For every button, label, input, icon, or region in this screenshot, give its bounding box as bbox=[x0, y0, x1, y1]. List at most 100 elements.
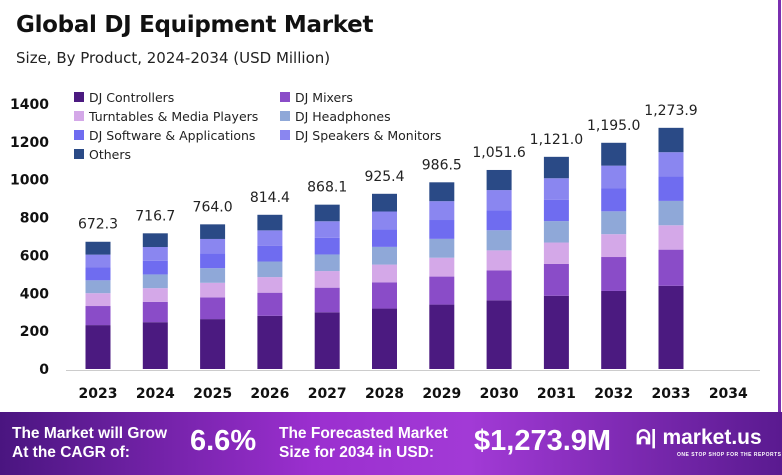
bar-segment bbox=[85, 280, 111, 294]
data-label: 925.4 bbox=[364, 169, 404, 185]
data-label: 1,195.0 bbox=[587, 118, 640, 134]
bar-segment bbox=[543, 242, 569, 264]
cagr-label-1: The Market will Grow bbox=[12, 425, 168, 442]
bar-segment bbox=[200, 268, 226, 283]
bar-segment bbox=[601, 188, 627, 212]
bar-segment bbox=[314, 204, 340, 222]
legend-label: Others bbox=[89, 146, 132, 162]
bar-segment bbox=[257, 315, 283, 369]
data-label: 672.3 bbox=[78, 217, 118, 233]
data-label: 814.4 bbox=[250, 190, 290, 206]
bar-segment bbox=[314, 221, 340, 238]
bar-segment bbox=[658, 152, 684, 177]
chart-subtitle: Size, By Product, 2024-2034 (USD Million… bbox=[16, 49, 331, 67]
bar-segment bbox=[200, 282, 226, 298]
x-tick-label: 2026 bbox=[250, 386, 289, 402]
bar-segment bbox=[257, 230, 283, 246]
bar-segment bbox=[429, 182, 455, 202]
bar-segment bbox=[429, 276, 455, 305]
bar-segment bbox=[314, 287, 340, 313]
bar-segment bbox=[142, 301, 168, 323]
bar-segment bbox=[658, 225, 684, 250]
bar-segment bbox=[200, 319, 226, 369]
bar-segment bbox=[372, 193, 397, 212]
chart-plot: 0 200 400 600 800 1000 1200 1400 2023 672.3 2024 71… bbox=[10, 97, 760, 402]
bar-segment bbox=[200, 253, 226, 269]
bar-segment bbox=[429, 238, 455, 258]
legend-swatch bbox=[74, 92, 84, 102]
x-tick-label: 2028 bbox=[365, 386, 404, 402]
bar-segment bbox=[142, 247, 168, 261]
chart-title: Global DJ Equipment Market bbox=[16, 12, 374, 38]
summary-banner: The Market will Grow At the CAGR of: 6.6… bbox=[0, 412, 782, 475]
bar-segment bbox=[486, 210, 512, 231]
bar-segment bbox=[543, 199, 569, 222]
bar-segment bbox=[200, 238, 226, 254]
bar-segment bbox=[257, 277, 283, 293]
bar-segment bbox=[142, 274, 168, 289]
bar-segment bbox=[314, 312, 340, 369]
legend-label: DJ Headphones bbox=[295, 108, 391, 124]
bar-segment bbox=[85, 241, 111, 255]
y-tick-label: 800 bbox=[20, 211, 49, 227]
legend-item: DJ Controllers bbox=[74, 88, 280, 106]
bar-segment bbox=[429, 201, 455, 221]
bar-segment bbox=[257, 214, 283, 231]
y-tick-label: 1400 bbox=[10, 97, 49, 113]
bar-segment bbox=[429, 304, 455, 369]
bar-segment bbox=[543, 263, 569, 296]
bar-segment bbox=[601, 142, 627, 166]
cagr-label-2: At the CAGR of: bbox=[12, 444, 130, 461]
bar-segment bbox=[486, 230, 512, 251]
brand-tagline: ONE STOP SHOP FOR THE REPORTS bbox=[677, 452, 782, 458]
bar-segment bbox=[142, 288, 168, 302]
y-tick-label: 0 bbox=[39, 362, 49, 378]
bar-segment bbox=[486, 190, 512, 211]
data-label: 1,273.9 bbox=[644, 103, 697, 119]
x-tick-label: 2029 bbox=[422, 386, 461, 402]
legend-swatch bbox=[74, 111, 84, 121]
x-tick-label: 2032 bbox=[594, 386, 633, 402]
bar-segment bbox=[429, 220, 455, 239]
brand-name: market.us bbox=[662, 426, 762, 449]
bar-segment bbox=[85, 267, 111, 281]
bar-segment bbox=[372, 211, 397, 230]
y-tick-label: 1200 bbox=[10, 135, 49, 151]
bar-segment bbox=[658, 249, 684, 286]
data-label: 764.0 bbox=[193, 199, 233, 215]
bar-segment bbox=[601, 165, 627, 189]
legend-item: DJ Speakers & Monitors bbox=[280, 126, 480, 144]
bar-segment bbox=[257, 261, 283, 278]
bar-segment bbox=[486, 270, 512, 301]
legend-label: DJ Mixers bbox=[295, 89, 353, 105]
bar-segment bbox=[543, 178, 569, 200]
bar-segment bbox=[372, 308, 397, 369]
bar-segment bbox=[372, 229, 397, 247]
x-tick-label: 2033 bbox=[652, 386, 691, 402]
legend-item: Turntables & Media Players bbox=[74, 107, 280, 125]
bar-segment bbox=[142, 260, 168, 275]
y-tick-label: 600 bbox=[20, 248, 49, 264]
bar-segment bbox=[85, 254, 111, 268]
bar-segment bbox=[429, 257, 455, 277]
bar-segment bbox=[142, 322, 168, 369]
legend-swatch bbox=[74, 149, 84, 159]
bar-segment bbox=[257, 245, 283, 262]
bar-segment bbox=[372, 282, 397, 309]
data-label: 868.1 bbox=[307, 180, 347, 196]
bar-segment bbox=[601, 290, 627, 369]
bar-segment bbox=[601, 211, 627, 235]
bar-segment bbox=[257, 292, 283, 316]
bar-segment bbox=[543, 295, 569, 369]
forecast-label-2: Size for 2034 in USD: bbox=[279, 444, 435, 461]
bar-segment bbox=[372, 264, 397, 283]
bar-segment bbox=[314, 254, 340, 272]
x-tick-label: 2023 bbox=[79, 386, 118, 402]
y-tick-label: 200 bbox=[20, 324, 49, 340]
legend-swatch bbox=[280, 130, 290, 140]
bar-segment bbox=[658, 285, 684, 369]
logo-icon: ᕱ| bbox=[636, 426, 657, 449]
bar-segment bbox=[85, 325, 111, 369]
forecast-label-1: The Forecasted Market bbox=[279, 425, 448, 442]
bar-segment bbox=[85, 306, 111, 326]
